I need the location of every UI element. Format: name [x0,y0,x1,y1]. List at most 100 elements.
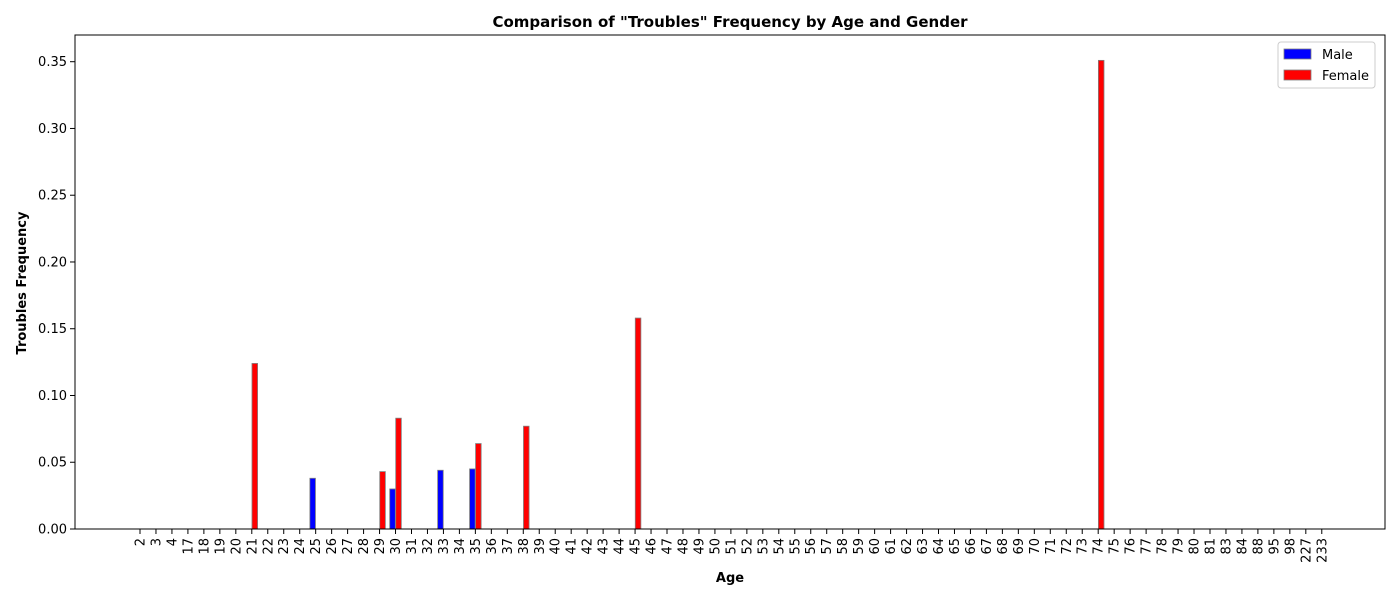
x-tick-label: 18 [197,538,212,555]
x-tick-label: 50 [708,538,723,555]
x-tick-label: 27 [341,538,356,555]
x-tick-label: 55 [788,538,803,555]
x-tick-label: 33 [437,538,452,555]
y-tick-label: 0.10 [38,389,67,404]
x-tick-label: 32 [421,538,436,555]
x-tick-label: 76 [1124,538,1139,555]
bar-female-45 [634,317,642,530]
plot-frame [74,34,1386,530]
x-tick-label: 67 [980,538,995,555]
legend-swatch-female [1283,69,1312,81]
x-tick-label: 3 [149,538,164,546]
x-tick-label: 73 [1076,538,1091,555]
x-tick-label: 46 [645,538,660,555]
x-axis: 2 3 4 17 18 19 20 21 22 23 24 25 26 27 28 29 30 31 32 33 34 3… [134,529,1330,563]
y-axis: 0.00 0.05 0.10 0.15 0.20 0.25 0.30 0.35 [38,55,75,538]
x-tick-label: 233 [1315,538,1330,563]
x-tick-label: 26 [325,538,340,555]
x-tick-label: 74 [1092,538,1107,555]
x-tick-label: 53 [756,538,771,555]
x-tick-label: 22 [261,538,276,555]
x-tick-label: 58 [836,538,851,555]
x-tick-label: 63 [916,538,931,555]
x-tick-label: 37 [501,538,516,555]
x-tick-label: 4 [165,538,180,546]
legend: Male Female [1277,41,1376,89]
legend-label-female: Female [1322,69,1369,84]
bar-female-29 [379,471,386,530]
y-tick-label: 0.15 [38,322,67,337]
x-tick-label: 84 [1235,538,1250,555]
x-tick-label: 62 [900,538,915,555]
y-tick-label: 0.35 [38,55,67,70]
x-tick-label: 79 [1172,538,1187,555]
bar-male-25 [309,477,316,530]
x-tick-label: 42 [581,538,596,555]
x-tick-label: 78 [1156,538,1171,555]
x-tick-label: 51 [724,538,739,555]
x-tick-label: 72 [1060,538,1075,555]
bar-male-33 [437,469,444,530]
y-tick-label: 0.20 [38,255,67,270]
y-tick-label: 0.00 [38,523,67,538]
x-tick-label: 56 [804,538,819,555]
x-tick-label: 19 [213,538,228,555]
x-tick-label: 80 [1188,538,1203,555]
x-tick-label: 54 [772,538,787,555]
x-tick-label: 29 [373,538,388,555]
x-tick-label: 25 [309,538,324,555]
x-tick-label: 21 [245,538,260,555]
x-tick-label: 36 [485,538,500,555]
legend-swatch-male [1283,48,1312,60]
x-tick-label: 34 [453,538,468,555]
x-tick-label: 43 [597,538,612,555]
x-tick-label: 66 [964,538,979,555]
bars-group [251,59,1105,530]
y-axis-label: Troubles Frequency [15,211,30,354]
x-tick-label: 65 [948,538,963,555]
x-tick-label: 59 [852,538,867,555]
x-tick-label: 61 [884,538,899,555]
x-tick-label: 81 [1203,538,1218,555]
x-tick-label: 20 [229,538,244,555]
legend-label-male: Male [1322,48,1353,63]
y-tick-label: 0.30 [38,122,67,137]
x-tick-label: 47 [661,538,676,555]
x-tick-label: 71 [1044,538,1059,555]
x-tick-label: 48 [676,538,691,555]
x-tick-label: 57 [820,538,835,555]
bar-male-35 [469,468,476,530]
x-tick-label: 39 [533,538,548,555]
x-tick-label: 35 [469,538,484,555]
bar-female-35 [475,443,482,530]
x-tick-label: 31 [405,538,420,555]
x-tick-label: 95 [1267,538,1282,555]
y-tick-label: 0.25 [38,189,67,204]
x-tick-label: 23 [277,538,292,555]
y-tick-label: 0.05 [38,456,67,471]
x-tick-label: 75 [1108,538,1123,555]
x-tick-label: 40 [549,538,564,555]
x-tick-label: 38 [517,538,532,555]
x-tick-label: 49 [692,538,707,555]
bar-female-74 [1098,59,1105,530]
bar-female-21 [251,363,258,530]
x-tick-label: 45 [629,538,644,555]
x-tick-label: 52 [740,538,755,555]
x-tick-label: 44 [613,538,628,555]
x-tick-label: 24 [293,538,308,555]
x-tick-label: 83 [1219,538,1234,555]
x-tick-label: 77 [1140,538,1155,555]
x-tick-label: 2 [134,538,149,546]
x-tick-label: 68 [996,538,1011,555]
bar-female-38 [523,425,530,530]
x-axis-label: Age [716,571,744,586]
bar-female-30 [395,417,402,530]
x-tick-label: 227 [1299,538,1314,563]
chart-title: Comparison of "Troubles" Frequency by Ag… [492,13,968,31]
x-tick-label: 70 [1028,538,1043,555]
x-tick-label: 30 [389,538,404,555]
x-tick-label: 88 [1251,538,1266,555]
